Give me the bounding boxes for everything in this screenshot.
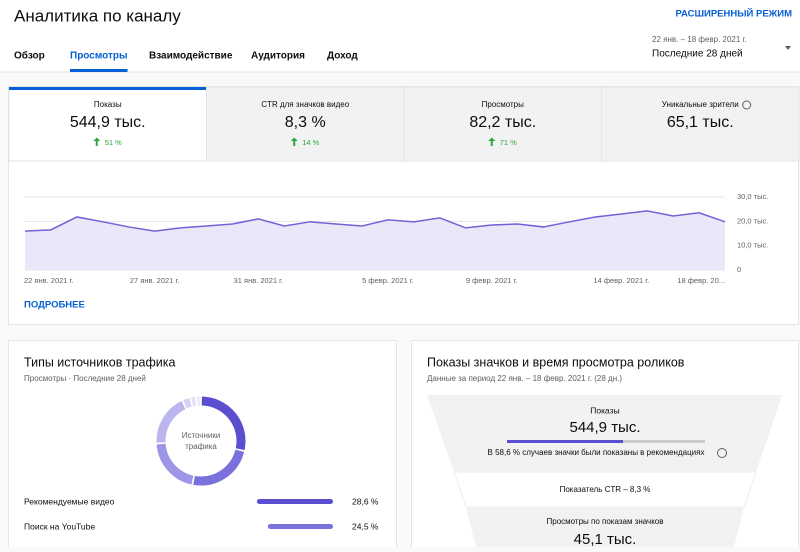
date-range[interactable]: 22 янв. – 18 февр. 2021 г. [652,35,747,44]
metric-label: Показы [94,100,122,109]
metric-label: CTR для значков видео [261,100,349,109]
y-tick-label: 30,0 тыс. [737,192,768,201]
share-fill [507,440,623,443]
donut-center-label: Источники [182,431,221,440]
views-label: Просмотры по показам значков [547,517,664,526]
x-tick-label: 18 февр. 20... [677,276,725,285]
metric-change: 71 % [500,138,517,147]
x-tick-label: 22 янв. 2021 г. [24,276,73,285]
source-share: 24,5 % [352,521,379,531]
source-name: Рекомендуемые видео [24,496,115,506]
x-tick-label: 9 февр. 2021 г. [466,276,518,285]
metric-tab-indicator [9,87,207,90]
period[interactable]: Последние 28 дней [652,49,743,60]
funnel-subtitle: Данные за период 22 янв. – 18 февр. 2021… [427,374,622,383]
source-bar [257,499,333,504]
nav-tab[interactable]: Обзор [14,50,45,62]
impressions-label: Показы [590,405,619,415]
metric-label: Просмотры [482,100,525,109]
metric-value: 544,9 тыс. [70,114,146,131]
x-tick-label: 14 февр. 2021 г. [593,276,649,285]
source-name: Поиск на YouTube [24,521,95,531]
source-share: 28,6 % [352,496,379,506]
page-title: Аналитика по каналу [14,6,181,25]
details-link[interactable]: ПОДРОБНЕЕ [24,300,85,311]
funnel-title: Показы значков и время просмотра роликов [427,355,685,369]
donut-segment [185,402,191,404]
y-tick-label: 20,0 тыс. [737,216,768,225]
source-bar [268,524,333,529]
nav-tab[interactable]: Просмотры [70,51,128,62]
nav-tab[interactable]: Доход [327,51,358,62]
metric-value: 82,2 тыс. [469,114,536,131]
impressions-value: 544,9 тыс. [569,419,640,436]
y-tick-label: 10,0 тыс. [737,241,768,250]
views-value: 45,1 тыс. [574,531,637,547]
metric-value: 65,1 тыс. [667,114,734,131]
x-tick-label: 5 февр. 2021 г. [362,276,414,285]
x-tick-label: 31 янв. 2021 г. [234,276,283,285]
y-tick-label: 0 [737,265,741,274]
nav-tab[interactable]: Взаимодействие [149,51,233,62]
metric-label: Уникальные зрители [662,100,739,109]
nav-tab[interactable]: Аудитория [251,51,305,62]
metric-value: 8,3 % [285,114,326,131]
metric-change: 14 % [302,138,319,147]
ctr-note: Показатель CTR – 8,3 % [560,485,651,494]
advanced-mode[interactable]: РАСШИРЕННЫЙ РЕЖИМ [675,8,792,20]
donut-center-label: трафика [185,442,217,451]
traffic-subtitle: Просмотры · Последние 28 дней [24,374,146,383]
donut-segment [192,401,195,402]
recommended-note: В 58,6 % случаев значки были показаны в … [488,448,705,457]
metric-change: 51 % [105,138,122,147]
active-tab-underline [70,69,128,72]
x-tick-label: 27 янв. 2021 г. [130,276,179,285]
traffic-title: Типы источников трафика [24,355,176,369]
